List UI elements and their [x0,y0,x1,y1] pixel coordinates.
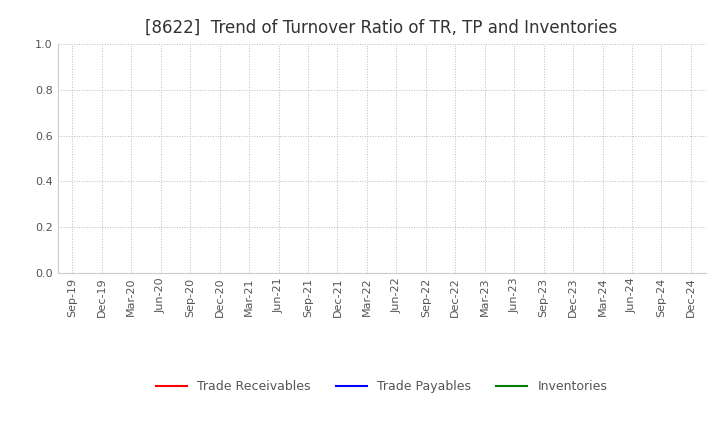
Title: [8622]  Trend of Turnover Ratio of TR, TP and Inventories: [8622] Trend of Turnover Ratio of TR, TP… [145,19,618,37]
Legend: Trade Receivables, Trade Payables, Inventories: Trade Receivables, Trade Payables, Inven… [151,375,612,398]
